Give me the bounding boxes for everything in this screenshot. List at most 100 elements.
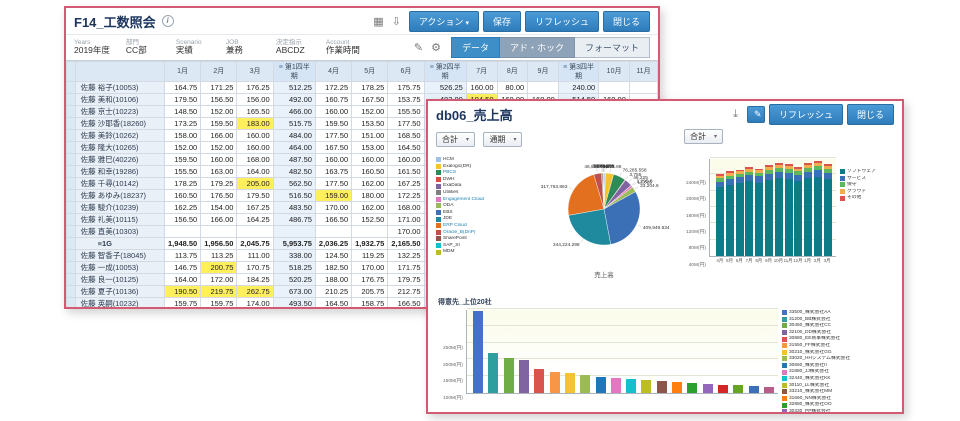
customer-bar[interactable] (687, 383, 698, 393)
data-cell[interactable]: 171.75 (387, 261, 425, 274)
data-cell[interactable]: 487.50 (272, 153, 316, 166)
legend-item[interactable]: EBS (436, 210, 516, 216)
data-cell[interactable]: 168.00 (387, 201, 425, 214)
data-cell[interactable]: 205.75 (351, 285, 389, 298)
stacked-bar[interactable] (814, 160, 823, 256)
data-cell[interactable]: 166.50 (314, 213, 353, 226)
data-cell[interactable]: 162.00 (351, 201, 389, 214)
row-header[interactable]: 佐藤 英嗣(10232) (74, 297, 166, 307)
data-cell[interactable]: 160.00 (351, 153, 389, 166)
dashboard-refresh-button[interactable]: リフレッシュ (768, 103, 843, 125)
data-cell[interactable]: 673.00 (272, 285, 316, 298)
legend-item[interactable]: SAP_SI (436, 243, 516, 249)
data-cell[interactable]: 152.00 (351, 105, 389, 118)
row-header[interactable]: 佐藤 隆大(10265) (74, 141, 166, 154)
data-cell[interactable]: 159.00 (314, 189, 353, 202)
data-cell[interactable]: 160.00 (465, 81, 498, 94)
data-cell[interactable]: 1,956.50 (200, 237, 238, 250)
customer-bar[interactable] (503, 358, 514, 393)
row-header[interactable]: 佐藤 夏子(10136) (74, 285, 166, 298)
data-cell[interactable]: 156.50 (164, 213, 202, 226)
legend-item[interactable]: SharePoint (436, 236, 516, 242)
row-header[interactable]: 佐藤 礼美(10115) (74, 213, 166, 226)
row-header[interactable]: 佐藤 駿介(10239) (74, 201, 166, 214)
data-cell[interactable]: 1,948.50 (164, 237, 202, 250)
data-cell[interactable]: 158.00 (164, 129, 202, 142)
stacked-bar[interactable] (725, 171, 734, 256)
column-header[interactable]: 9月 (527, 61, 559, 82)
data-cell[interactable]: 113.25 (200, 249, 238, 262)
data-cell[interactable]: 160.00 (314, 153, 353, 166)
customer-bar[interactable] (733, 385, 744, 393)
data-cell[interactable]: 167.25 (236, 201, 274, 214)
data-cell[interactable]: 177.50 (387, 117, 425, 130)
pie-slice[interactable] (568, 208, 611, 246)
data-cell[interactable]: 155.50 (164, 165, 202, 178)
legend-item[interactable]: 30450_株式会社CC (781, 323, 894, 329)
data-cell[interactable]: 177.50 (314, 129, 353, 142)
data-cell[interactable]: 171.00 (387, 213, 425, 226)
data-cell[interactable]: 167.25 (387, 177, 425, 190)
data-cell[interactable]: 179.25 (200, 177, 238, 190)
column-header[interactable]: 1月 (164, 61, 202, 82)
customer-bar[interactable] (748, 385, 759, 393)
data-cell[interactable]: 111.00 (236, 249, 274, 262)
data-cell[interactable]: 1,932.75 (351, 237, 389, 250)
stacked-bar[interactable] (794, 167, 803, 256)
pie-slice[interactable] (567, 174, 605, 216)
download-icon[interactable]: ⤓ (733, 107, 738, 120)
data-cell[interactable]: 160.00 (200, 153, 238, 166)
data-cell[interactable]: 160.00 (387, 153, 425, 166)
data-cell[interactable]: 166.00 (200, 213, 238, 226)
data-cell[interactable]: 170.75 (236, 261, 274, 274)
pov-item[interactable]: 部門 CC部 (126, 39, 160, 55)
data-cell[interactable]: 168.00 (236, 153, 274, 166)
gear-icon[interactable]: ⚙ (431, 41, 441, 54)
legend-item[interactable]: サービス (839, 176, 896, 182)
data-cell[interactable]: 153.50 (351, 117, 389, 130)
customer-bar[interactable] (595, 376, 606, 393)
data-cell[interactable]: 179.50 (236, 189, 274, 202)
pie-slice[interactable] (603, 191, 641, 245)
data-cell[interactable]: 159.75 (200, 297, 238, 307)
bar-measure-select[interactable]: 合計 ▾ (684, 129, 724, 144)
customer-bar[interactable] (518, 360, 529, 393)
legend-item[interactable]: 30880_EE商事株式会社 (781, 336, 894, 342)
customer-bar[interactable] (641, 380, 652, 393)
data-cell[interactable]: 171.25 (200, 81, 238, 94)
data-cell[interactable]: 210.25 (314, 285, 353, 298)
data-cell[interactable] (200, 225, 238, 238)
data-cell[interactable]: 182.50 (314, 261, 353, 274)
legend-item[interactable]: 31660_NN株式会社 (781, 396, 894, 402)
row-header[interactable]: 佐藤 あゆみ(18237) (74, 189, 166, 202)
data-cell[interactable]: 183.00 (236, 117, 274, 130)
row-header[interactable]: 佐藤 良一(10125) (74, 273, 166, 286)
data-cell[interactable]: 159.50 (314, 117, 353, 130)
data-cell[interactable]: 176.50 (200, 189, 238, 202)
legend-item[interactable]: 30660_株式会社II (781, 363, 894, 369)
customer-bar[interactable] (473, 310, 483, 393)
customer-bar[interactable] (718, 384, 728, 393)
data-cell[interactable]: 516.50 (272, 189, 316, 202)
column-header[interactable]: 7月 (465, 61, 498, 82)
tab-format[interactable]: フォーマット (574, 36, 650, 58)
data-cell[interactable] (236, 225, 274, 238)
customer-bar[interactable] (488, 353, 499, 393)
legend-item[interactable]: ERP Cloud (436, 223, 516, 229)
customer-bar[interactable] (702, 383, 713, 393)
column-header[interactable]: 11月 (628, 61, 658, 82)
data-cell[interactable]: 190.50 (164, 285, 202, 298)
data-cell[interactable]: 173.25 (164, 117, 202, 130)
data-cell[interactable]: 162.25 (164, 201, 202, 214)
grid-icon[interactable]: ▦ (373, 15, 384, 28)
data-cell[interactable]: 156.00 (236, 93, 274, 106)
legend-item[interactable]: 31200_BB株式会社 (781, 317, 894, 323)
data-cell[interactable]: 151.00 (351, 129, 389, 142)
data-cell[interactable]: 164.00 (164, 273, 202, 286)
data-cell[interactable]: 167.50 (314, 141, 353, 154)
data-cell[interactable]: 172.00 (200, 273, 238, 286)
data-cell[interactable]: 161.50 (387, 165, 425, 178)
data-cell[interactable]: 338.00 (272, 249, 316, 262)
legend-item[interactable]: 32880_株式会社OO (781, 402, 894, 408)
legend-item[interactable]: 30110_LL株式会社 (781, 383, 894, 389)
